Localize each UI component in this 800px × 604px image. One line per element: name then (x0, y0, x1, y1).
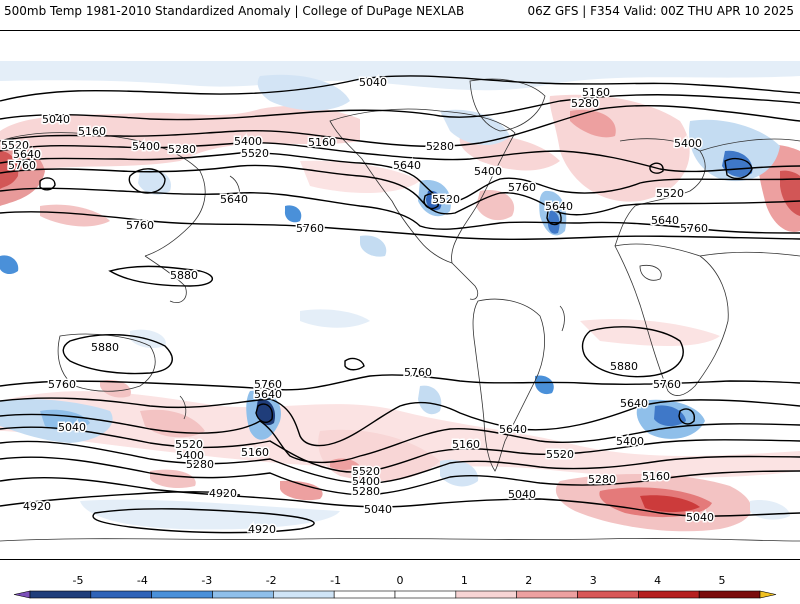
colorbar-swatch (638, 590, 700, 599)
anomaly-map[interactable]: 5040 5280 5160 5040 5160 5520 5640 5760 5400 5280… (0, 30, 800, 560)
colorbar-tick-label: 5 (719, 574, 726, 587)
contour-label: 5280 (426, 140, 454, 153)
colorbar-swatch (394, 590, 457, 599)
colorbar-swatch (516, 590, 578, 599)
contour-label: 5520 (656, 187, 684, 200)
contour-label: 5760 (126, 219, 154, 232)
colorbar: -5 -4 -3 -2 -1 0 1 2 3 4 5 (0, 568, 800, 600)
contour-label: 5760 (48, 378, 76, 391)
contour-label: 5280 (186, 458, 214, 471)
contour-label: 5760 (508, 181, 536, 194)
colorbar-swatch (151, 590, 213, 599)
colorbar-swatch (273, 590, 335, 599)
colorbar-max-arrow (759, 590, 777, 599)
contour-label: 5160 (241, 446, 269, 459)
contour-label: 5280 (168, 143, 196, 156)
contour-label: 5040 (42, 113, 70, 126)
contour-label: 5760 (404, 366, 432, 379)
colorbar-tick-label: 3 (590, 574, 597, 587)
contour-label: 5400 (176, 449, 204, 462)
contour-label: 5400 (474, 165, 502, 178)
contour-label: 5400 (132, 140, 160, 153)
contour-label: 5640 (220, 193, 248, 206)
colorbar-tick-label: 0 (397, 574, 404, 587)
colorbar-tick-label: 1 (461, 574, 468, 587)
contour-label: 5760 (254, 378, 282, 391)
contour-label: 5160 (452, 438, 480, 451)
contour-label: 5640 (651, 214, 679, 227)
contour-label: 5280 (571, 97, 599, 110)
contour-label: 5760 (8, 159, 36, 172)
colorbar-tick-label: 2 (525, 574, 532, 587)
contour-label: 5160 (78, 125, 106, 138)
contour-label: 5040 (364, 503, 392, 516)
contour-label: 5760 (653, 378, 681, 391)
contour-label: 5760 (680, 222, 708, 235)
colorbar-swatch (90, 590, 152, 599)
contour-label: 5640 (499, 423, 527, 436)
contour-label: 4920 (248, 523, 276, 536)
contour-label: 5880 (610, 360, 638, 373)
contour-label: 5880 (170, 269, 198, 282)
colorbar-tick-label: -2 (266, 574, 277, 587)
colorbar-swatch (29, 590, 92, 599)
contour-label: 5640 (620, 397, 648, 410)
colorbar-tick-label: -3 (201, 574, 212, 587)
contour-label: 5760 (296, 222, 324, 235)
contour-label: 5040 (58, 421, 86, 434)
colorbar-tick-label: 4 (654, 574, 661, 587)
contour-label: 5640 (393, 159, 421, 172)
contour-label: 5160 (582, 86, 610, 99)
contour-label: 5520 (175, 438, 203, 451)
contour-label: 5160 (308, 136, 336, 149)
coastlines (0, 78, 800, 542)
contour-label: 5400 (616, 435, 644, 448)
colorbar-swatch (698, 590, 761, 599)
contour-label: 5160 (642, 470, 670, 483)
contour-label: 5520 (1, 139, 29, 152)
contour-label: 5040 (508, 488, 536, 501)
contour-label: 5400 (352, 475, 380, 488)
model-run-info: 06Z GFS | F354 Valid: 00Z THU APR 10 202… (527, 4, 794, 18)
contour-label: 5280 (352, 485, 380, 498)
contour-label: 5520 (546, 448, 574, 461)
colorbar-tick-label: -5 (73, 574, 84, 587)
contour-label: 5040 (359, 76, 387, 89)
contour-label: 5640 (13, 148, 41, 161)
contour-label: 5280 (588, 473, 616, 486)
contour-label: 5520 (352, 465, 380, 478)
colorbar-boxes (13, 590, 777, 599)
colorbar-swatch (455, 590, 517, 599)
contour-label: 5640 (545, 200, 573, 213)
contour-label: 5520 (432, 193, 460, 206)
colorbar-swatch (577, 590, 639, 599)
contour-label: 5400 (234, 135, 262, 148)
contour-label: 4920 (209, 487, 237, 500)
height-contours (0, 75, 800, 534)
colorbar-swatch (333, 590, 396, 599)
colorbar-tick-label: -1 (330, 574, 341, 587)
contour-label: 4920 (23, 500, 51, 513)
anomaly-shading (0, 61, 800, 532)
contour-label: 5640 (254, 388, 282, 401)
contour-label: 5520 (241, 147, 269, 160)
colorbar-swatch (212, 590, 274, 599)
contour-label: 5880 (91, 341, 119, 354)
map-title: 500mb Temp 1981-2010 Standardized Anomal… (4, 4, 465, 18)
colorbar-min-arrow (13, 590, 31, 599)
colorbar-tick-label: -4 (137, 574, 148, 587)
contour-label: 5400 (674, 137, 702, 150)
contour-label: 5040 (686, 511, 714, 524)
colorbar-ticks: -5 -4 -3 -2 -1 0 1 2 3 4 5 (73, 574, 726, 587)
